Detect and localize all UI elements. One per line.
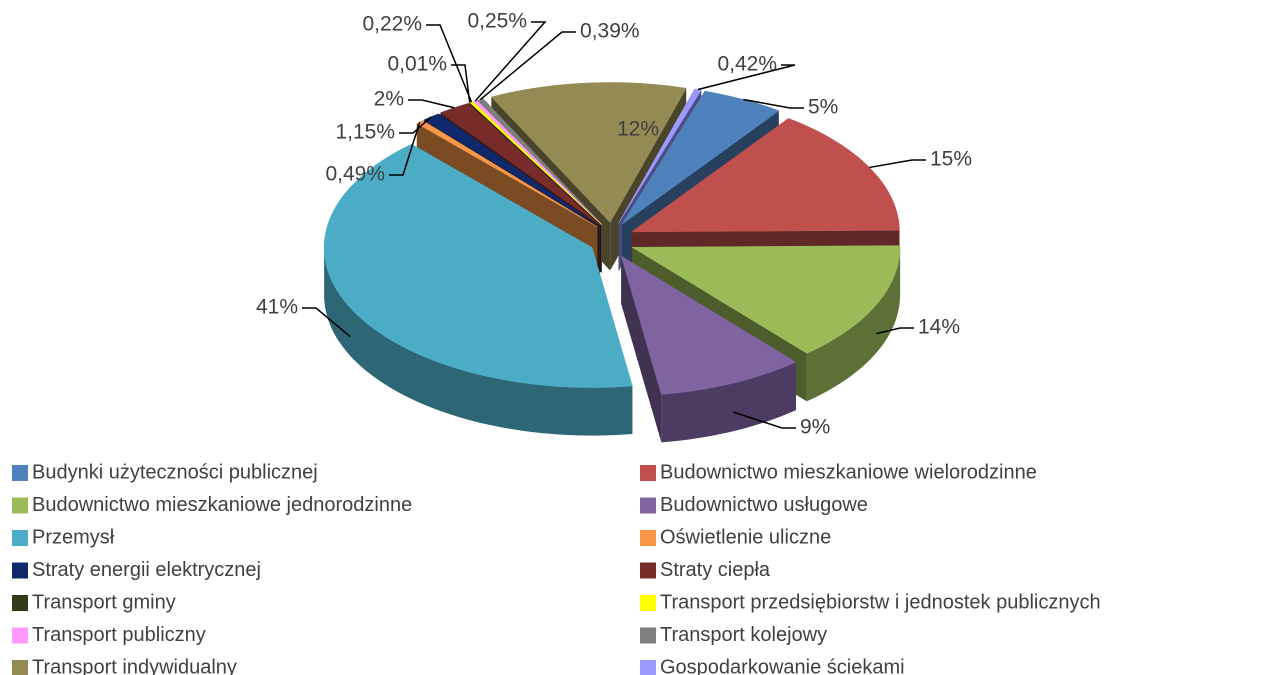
data-label: 12%: [617, 118, 659, 141]
legend-swatch: [640, 530, 656, 546]
data-label: 0,22%: [362, 13, 422, 36]
legend-swatch: [640, 497, 656, 514]
data-labels: 5% 15% 14% 9% 41% 0,49% 1,15% 2% 0,01% 0,22% 0,25%…: [256, 10, 972, 439]
legend-swatch: [640, 660, 656, 675]
leader-line: [479, 31, 576, 101]
slice: [472, 100, 602, 225]
legend-label: Transport publiczny: [32, 624, 206, 646]
legend-label: Transport gminy: [32, 591, 176, 613]
legend-swatch: [640, 595, 656, 611]
leader-line: [408, 99, 455, 109]
legend-label: Transport indywidualny: [32, 656, 237, 675]
legend-label: Transport przedsiębiorstw i jednostek pu…: [660, 591, 1101, 613]
legend: Budynki użyteczności publicznej Budownict…: [12, 461, 1101, 675]
legend-label: Budownictwo mieszkaniowe jednorodzinne: [32, 494, 412, 516]
data-label: 2%: [374, 88, 404, 111]
slice-side: [806, 247, 901, 402]
pie-tops: [323, 82, 901, 395]
data-label: 0,01%: [387, 53, 447, 76]
legend-label: Budownictwo mieszkaniowe wielorodzinne: [660, 461, 1037, 483]
legend-label: Straty energii elektrycznej: [32, 559, 261, 581]
data-label: 5%: [808, 96, 838, 119]
legend-swatch: [640, 465, 656, 481]
data-label: 0,39%: [580, 20, 640, 43]
legend-label: Gospodarkowanie ściekami: [660, 656, 905, 675]
leader-line: [399, 116, 432, 134]
leader-line: [426, 24, 473, 103]
legend-label: Straty ciepła: [660, 559, 771, 581]
legend-swatch: [12, 562, 28, 579]
slice: [631, 245, 901, 354]
legend-swatch: [640, 627, 656, 644]
leader-line: [302, 307, 351, 338]
leader-line: [869, 159, 926, 169]
data-label: 41%: [256, 296, 298, 319]
slice: [618, 88, 702, 224]
legend-swatch: [12, 497, 28, 514]
legend-swatch: [12, 660, 28, 675]
data-label: 0,25%: [467, 10, 527, 33]
legend-label: Przemysł: [32, 526, 115, 548]
leader-line: [876, 327, 914, 335]
legend-label: Budownictwo usługowe: [660, 494, 868, 516]
slice: [490, 82, 687, 223]
slice: [621, 90, 780, 225]
data-label: 15%: [930, 148, 972, 171]
legend-swatch: [12, 465, 28, 481]
leader-line: [732, 411, 796, 429]
data-label: 9%: [800, 416, 830, 439]
leader-line: [389, 121, 421, 176]
legend-label: Oświetlenie uliczne: [660, 526, 831, 548]
data-label: 14%: [918, 316, 960, 339]
leader-line: [451, 64, 471, 103]
data-label: 0,49%: [325, 163, 385, 186]
data-label: 0,42%: [717, 53, 777, 76]
slice: [323, 143, 633, 388]
slice: [439, 103, 601, 226]
leader-line: [743, 98, 804, 109]
slice-side: [621, 255, 662, 443]
slice: [620, 255, 797, 395]
slice: [630, 118, 900, 233]
leader-line: [474, 21, 547, 102]
legend-swatch: [12, 530, 28, 546]
legend-swatch: [12, 627, 28, 644]
legend-swatch: [640, 562, 656, 579]
slice-side: [324, 247, 633, 436]
legend-label: Transport kolejowy: [660, 624, 827, 646]
legend-label: Budynki użyteczności publicznej: [32, 461, 318, 483]
data-label: 1,15%: [335, 121, 395, 144]
leader-line: [697, 64, 796, 91]
legend-swatch: [12, 595, 28, 611]
